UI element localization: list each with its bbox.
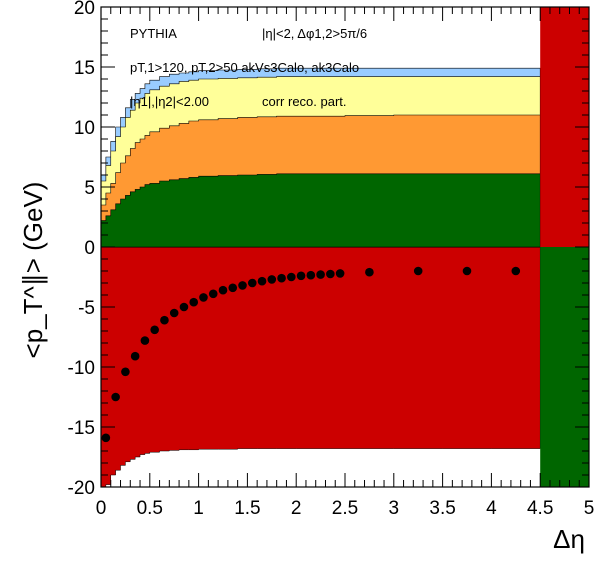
data-point (121, 367, 130, 377)
x-tick-label: 1.5 (234, 498, 260, 519)
y-tick-label: -5 (78, 298, 95, 319)
y-tick-label: -20 (68, 478, 95, 499)
data-point (169, 308, 179, 318)
data-point (413, 266, 423, 276)
x-tick-label: 5 (584, 498, 595, 519)
x-tick-label: 0 (96, 498, 107, 519)
negative-region-area (100, 246, 541, 488)
data-point (306, 270, 316, 280)
data-point (462, 266, 472, 276)
data-point (287, 272, 296, 282)
annotation-eta-cut: |η1|,|η2|<2.00 (130, 94, 209, 109)
data-point (316, 270, 325, 279)
data-point (111, 392, 120, 402)
y-tick-label: -15 (68, 418, 95, 439)
x-tick-label: 4.5 (527, 498, 553, 519)
x-tick-label: 3 (389, 498, 400, 519)
data-point (228, 283, 238, 293)
data-point (189, 297, 199, 307)
data-point (326, 269, 335, 279)
annotation-method: corr reco. part. (262, 94, 347, 109)
data-point (150, 325, 159, 335)
x-tick-label: 3.5 (429, 498, 455, 519)
x-tick-label: 4 (486, 498, 497, 519)
data-point (218, 285, 228, 295)
stack-band-green (100, 173, 541, 248)
axes: 0 0.5 1 1.5 2 2.5 3 3.5 4 4.5 5 -20 -15 -10 -5 0 5 10 15 20 (68, 0, 595, 519)
data-point (179, 302, 189, 312)
x-tick-label: 2 (291, 498, 302, 519)
y-tick-label: -10 (68, 358, 95, 379)
data-point (365, 267, 374, 277)
data-point (277, 273, 286, 283)
data-point (296, 271, 306, 281)
data-point (267, 275, 277, 284)
data-point (247, 278, 257, 288)
x-tick-label: 1 (193, 498, 204, 519)
plot-area (100, 7, 589, 488)
annotation-selection: pT,1>120, pT,2>50 akVs3Calo, ak3Calo (130, 60, 359, 75)
data-point (335, 269, 345, 278)
x-tick-label: 2.5 (332, 498, 358, 519)
data-point (140, 336, 150, 345)
y-tick-label: 15 (74, 58, 95, 79)
data-point (238, 281, 247, 290)
data-point (199, 293, 208, 302)
data-point (160, 315, 169, 325)
x-tick-label: 0.5 (137, 498, 163, 519)
data-point (208, 289, 218, 299)
data-point (257, 276, 267, 286)
annotation-cuts: |η|<2, Δφ1,2>5π/6 (262, 26, 367, 41)
y-tick-label: 5 (84, 178, 95, 199)
data-point (130, 351, 140, 361)
annotation-generator: PYTHIA (130, 26, 177, 41)
annotations: PYTHIA |η|<2, Δφ1,2>5π/6 pT,1>120, pT,2>… (130, 26, 367, 109)
data-point (511, 266, 521, 276)
data-point (101, 433, 111, 443)
y-tick-label: 0 (84, 238, 95, 259)
y-tick-label: 20 (74, 0, 95, 19)
y-axis-title: <p_T^∥> (GeV) (18, 182, 48, 359)
y-tick-label: 10 (74, 118, 95, 139)
x-axis-title: Δη (553, 524, 585, 554)
